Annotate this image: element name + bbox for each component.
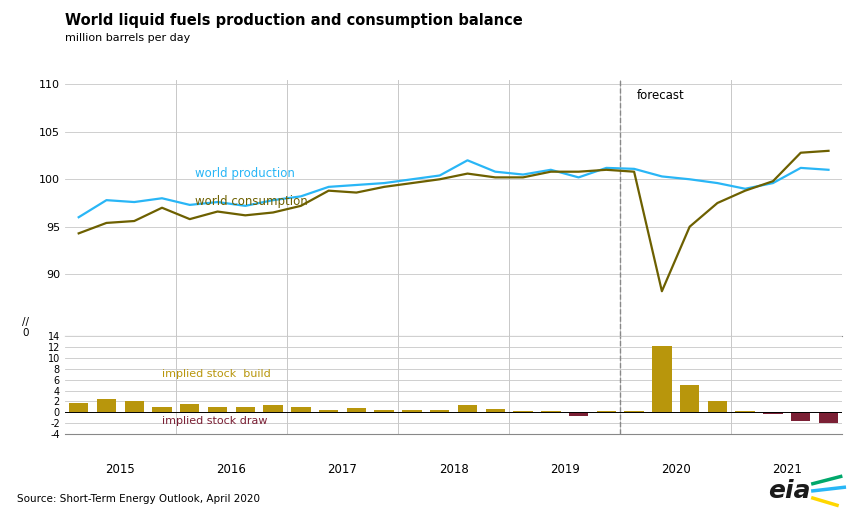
Bar bbox=[152, 407, 172, 412]
Bar bbox=[680, 385, 699, 412]
Text: forecast: forecast bbox=[637, 89, 684, 102]
Bar bbox=[208, 407, 227, 412]
Bar bbox=[97, 399, 116, 412]
Text: implied stock  build: implied stock build bbox=[162, 369, 270, 379]
Text: 2017: 2017 bbox=[327, 463, 358, 475]
Bar bbox=[346, 408, 366, 412]
Text: 2020: 2020 bbox=[661, 463, 690, 475]
Bar bbox=[236, 407, 255, 412]
Text: 2018: 2018 bbox=[439, 463, 468, 475]
Bar bbox=[597, 411, 616, 412]
Text: World liquid fuels production and consumption balance: World liquid fuels production and consum… bbox=[65, 13, 523, 28]
Bar bbox=[69, 403, 88, 412]
Text: //: // bbox=[22, 317, 29, 326]
Bar bbox=[791, 412, 810, 421]
Bar bbox=[458, 405, 477, 412]
Bar bbox=[374, 410, 394, 412]
Bar bbox=[569, 412, 588, 416]
Text: million barrels per day: million barrels per day bbox=[65, 33, 190, 43]
Bar bbox=[403, 410, 422, 412]
Bar bbox=[541, 411, 561, 412]
Text: eia: eia bbox=[768, 479, 810, 503]
Text: 2021: 2021 bbox=[772, 463, 802, 475]
Bar bbox=[486, 409, 505, 412]
Text: world production: world production bbox=[195, 168, 295, 180]
Bar bbox=[625, 411, 644, 412]
Bar bbox=[319, 410, 339, 412]
Bar bbox=[735, 411, 755, 412]
Bar bbox=[652, 346, 671, 412]
Bar bbox=[708, 401, 727, 412]
Text: 2016: 2016 bbox=[217, 463, 246, 475]
Bar bbox=[264, 406, 283, 412]
Text: 2015: 2015 bbox=[105, 463, 136, 475]
Bar bbox=[291, 407, 310, 412]
Text: world consumption: world consumption bbox=[195, 195, 308, 208]
Bar bbox=[513, 411, 533, 412]
Text: Source: Short-Term Energy Outlook, April 2020: Source: Short-Term Energy Outlook, April… bbox=[17, 494, 260, 504]
Bar bbox=[180, 404, 200, 412]
Text: 2019: 2019 bbox=[550, 463, 580, 475]
Bar bbox=[819, 412, 838, 424]
Text: 0: 0 bbox=[22, 328, 29, 338]
Bar bbox=[430, 410, 449, 412]
Bar bbox=[124, 401, 144, 412]
Text: implied stock draw: implied stock draw bbox=[162, 416, 268, 427]
Bar bbox=[763, 412, 783, 414]
